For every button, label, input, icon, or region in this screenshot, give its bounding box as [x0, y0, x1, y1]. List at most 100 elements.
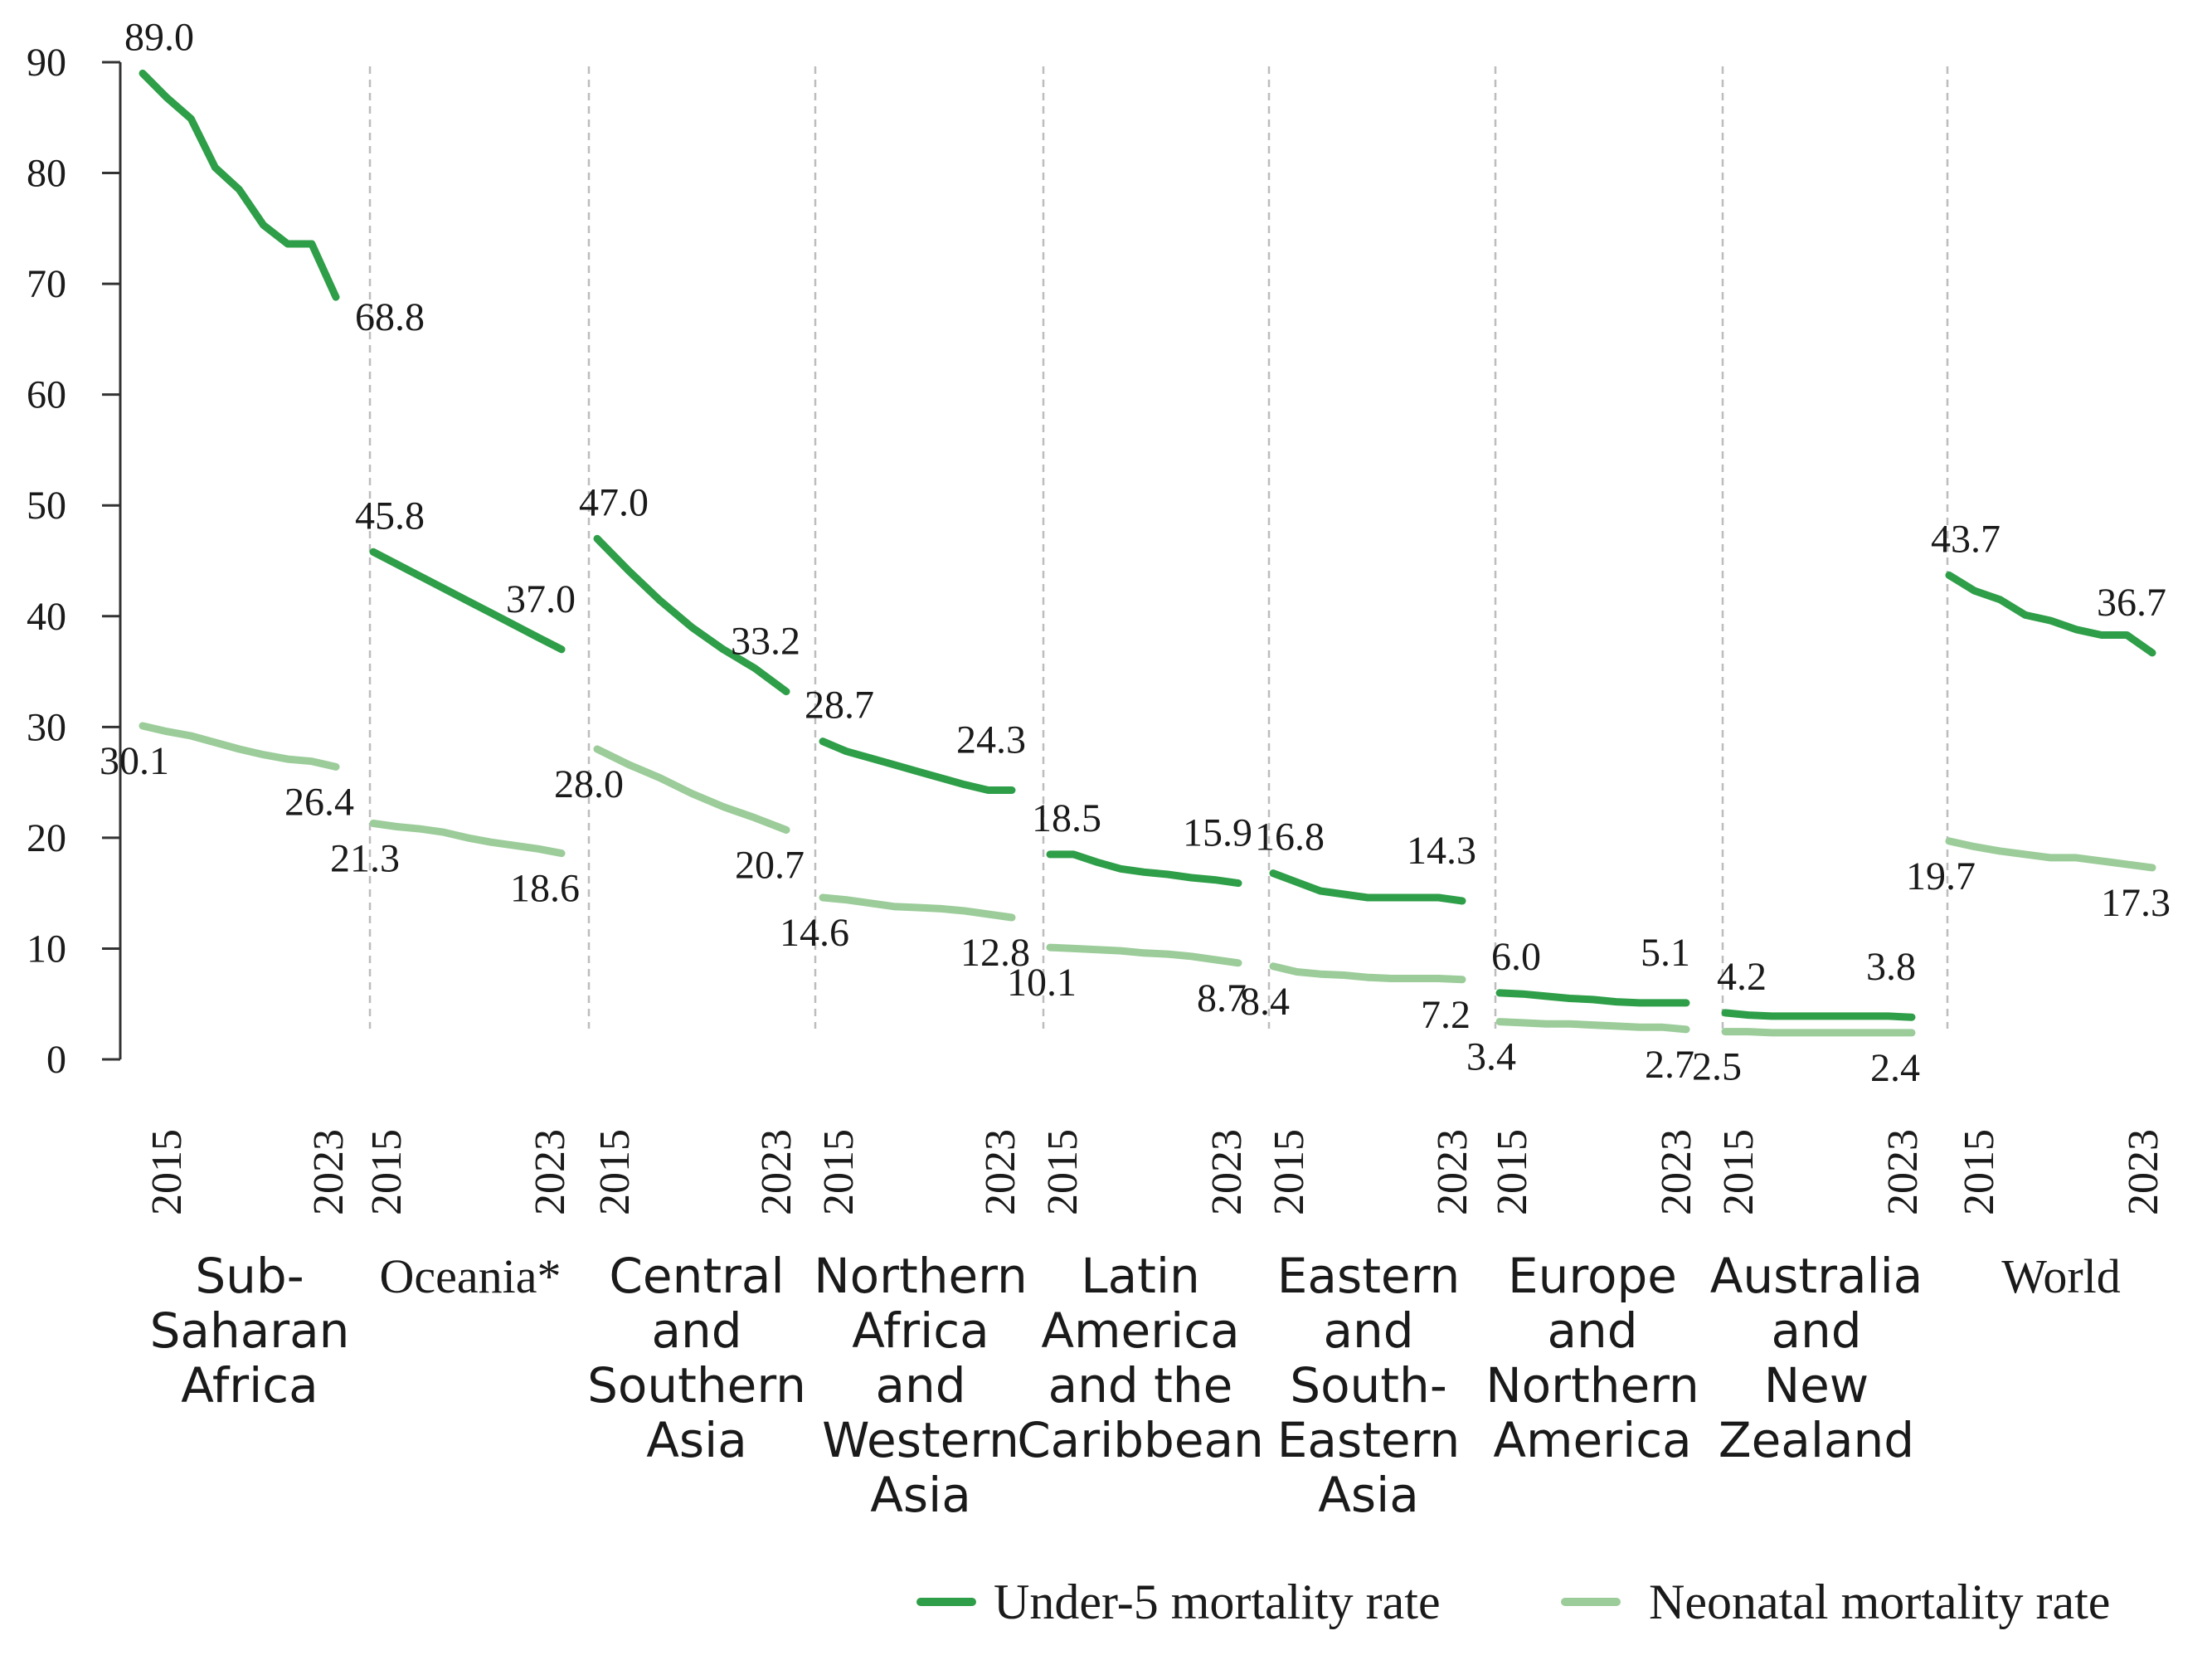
- x-axis-year-ticks: 2015 2023 2015 2023 2015 2023 2015 2023 2015 2023…: [143, 1129, 2167, 1215]
- region-name-line: Southern: [587, 1357, 806, 1414]
- series-line-under5: [1269, 869, 1466, 905]
- x-tick-2023: 2023: [977, 1129, 1024, 1215]
- label-neonatal-2015: 2.5: [1692, 1045, 1742, 1089]
- label-under5-2015: 45.8: [355, 494, 425, 538]
- region-name-line: Asia: [646, 1412, 747, 1468]
- series-line-neonatal: [1269, 962, 1466, 984]
- legend-label-under5: Under-5 mortality rate: [994, 1575, 1441, 1629]
- region-name-line: and: [1547, 1302, 1637, 1359]
- x-tick-2015: 2015: [591, 1129, 639, 1215]
- label-neonatal-2015: 10.1: [1007, 961, 1077, 1005]
- label-under5-2015: 16.8: [1255, 815, 1325, 859]
- y-tick-label: 90: [27, 41, 66, 85]
- series-line-under5: [139, 69, 340, 301]
- region-name-line: Oceania*: [380, 1249, 562, 1303]
- region-name-line: Eastern: [1277, 1248, 1460, 1304]
- series-line-neonatal: [1945, 837, 2156, 872]
- series-line-neonatal: [1046, 943, 1242, 967]
- label-neonatal-2015: 28.0: [554, 762, 624, 806]
- label-under5-2015: 89.0: [124, 15, 194, 59]
- label-under5-2015: 4.2: [1717, 955, 1767, 999]
- region-name-line: Australia: [1710, 1248, 1923, 1304]
- label-under5-2015: 47.0: [579, 480, 649, 524]
- label-under5-2023: 14.3: [1407, 829, 1476, 873]
- label-neonatal-2023: 20.7: [735, 844, 805, 888]
- region-name-line: America: [1493, 1412, 1691, 1468]
- label-under5-2015: 6.0: [1491, 935, 1541, 979]
- x-tick-2023: 2023: [1653, 1129, 1700, 1215]
- x-tick-2015: 2015: [1715, 1129, 1762, 1215]
- region-name-line: and: [1323, 1302, 1413, 1359]
- x-tick-2015: 2015: [143, 1129, 191, 1215]
- label-under5-2015: 18.5: [1032, 796, 1101, 840]
- data-labels: 89.0 68.8 30.1 26.4 45.8 37.0 21.3 18.6 47.0 33.2…: [100, 15, 2171, 1090]
- series-line-neonatal: [369, 820, 566, 858]
- x-tick-2023: 2023: [527, 1129, 574, 1215]
- label-neonatal-2023: 2.4: [1870, 1046, 1920, 1090]
- series-line-neonatal: [593, 745, 790, 834]
- label-neonatal-2023: 7.2: [1421, 993, 1471, 1037]
- region-name-line: World: [2001, 1249, 2121, 1303]
- label-under5-2023: 37.0: [506, 577, 576, 621]
- label-neonatal-2023: 2.7: [1645, 1043, 1694, 1087]
- label-neonatal-2023: 26.4: [284, 780, 354, 824]
- region-name-line: Latin: [1081, 1248, 1199, 1304]
- region-separators: [368, 66, 1949, 1029]
- x-tick-2015: 2015: [1039, 1129, 1087, 1215]
- label-neonatal-2023: 17.3: [2101, 881, 2171, 925]
- label-under5-2023: 24.3: [956, 718, 1026, 762]
- label-neonatal-2015: 30.1: [100, 739, 169, 783]
- series-line-neonatal: [819, 893, 1016, 922]
- x-tick-2023: 2023: [2120, 1129, 2167, 1215]
- y-tick-label: 20: [27, 816, 66, 860]
- label-neonatal-2023: 18.6: [510, 867, 580, 911]
- region-name-line: Asia: [870, 1467, 971, 1523]
- region-name-line: and: [875, 1357, 965, 1414]
- x-tick-2015: 2015: [363, 1129, 411, 1215]
- series-line-neonatal: [1721, 1028, 1916, 1037]
- region-name-line: Europe: [1508, 1248, 1677, 1304]
- x-tick-2023: 2023: [305, 1129, 352, 1215]
- region-name-line: Northern: [1485, 1357, 1699, 1414]
- label-under5-2023: 36.7: [2097, 581, 2166, 625]
- label-neonatal-2015: 8.4: [1240, 980, 1290, 1024]
- series-line-under5: [1721, 1009, 1916, 1021]
- legend-label-neonatal: Neonatal mortality rate: [1649, 1575, 2110, 1629]
- x-tick-2015: 2015: [815, 1129, 863, 1215]
- label-neonatal-2023: 12.8: [960, 931, 1030, 975]
- y-tick-label: 30: [27, 705, 66, 749]
- region-name-line: and the: [1048, 1357, 1233, 1414]
- x-tick-2015: 2015: [1489, 1129, 1536, 1215]
- label-under5-2023: 3.8: [1866, 945, 1916, 989]
- label-neonatal-2015: 3.4: [1466, 1035, 1516, 1079]
- label-under5-2023: 15.9: [1183, 811, 1252, 855]
- region-name-line: Northern: [814, 1248, 1028, 1304]
- region-name-line: Caribbean: [1017, 1412, 1264, 1468]
- region-name-line: Africa: [852, 1302, 989, 1359]
- region-name-line: Africa: [181, 1357, 318, 1414]
- region-name-line: and: [651, 1302, 741, 1359]
- series-line-neonatal: [1495, 1018, 1690, 1034]
- x-tick-2023: 2023: [1879, 1129, 1927, 1215]
- series-line-under5: [1046, 850, 1242, 888]
- series-line-neonatal: [139, 722, 340, 771]
- label-under5-2015: 28.7: [805, 684, 874, 728]
- region-name-line: New: [1764, 1357, 1869, 1414]
- legend: Under-5 mortality rate Neonatal mortalit…: [916, 1575, 2110, 1629]
- region-name-group: Oceania*: [380, 1249, 562, 1303]
- y-tick-label: 60: [27, 373, 66, 417]
- y-tick-label: 80: [27, 152, 66, 196]
- y-tick-label: 0: [46, 1038, 66, 1082]
- series-line-under5: [1495, 989, 1690, 1007]
- x-tick-2023: 2023: [753, 1129, 800, 1215]
- region-name-line: Central: [609, 1248, 784, 1304]
- region-name-group: World: [2001, 1249, 2121, 1303]
- y-axis: 0 10 20 30 40 50 60 70 80 90: [27, 41, 122, 1082]
